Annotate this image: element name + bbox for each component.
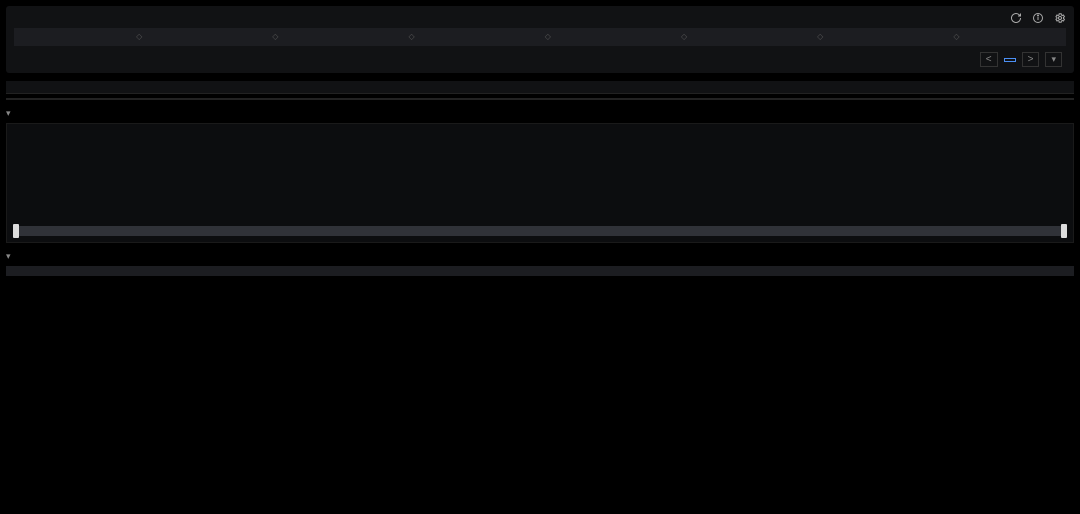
records-table: ◇ ◇ ◇ ◇ ◇ ◇ ◇ xyxy=(14,28,1066,46)
col-diag-id[interactable]: ◇ xyxy=(559,28,695,46)
timeline-range-slider[interactable] xyxy=(13,226,1067,236)
event-overview xyxy=(6,98,1074,100)
jitter-toggle[interactable]: ▾ xyxy=(6,251,1074,262)
info-icon[interactable] xyxy=(1032,12,1044,24)
records-panel: ◇ ◇ ◇ ◇ ◇ ◇ ◇ < > ▾ xyxy=(6,6,1074,73)
jcol-extern[interactable] xyxy=(583,266,1074,276)
pager-next[interactable]: > xyxy=(1022,52,1040,67)
col-threshold[interactable]: ◇ xyxy=(423,28,559,46)
col-updated-at[interactable]: ◇ xyxy=(14,28,150,46)
slider-handle-left[interactable] xyxy=(13,224,19,238)
jcol-current[interactable] xyxy=(337,266,454,276)
result-panel: ▾ ▾ xyxy=(6,81,1074,276)
jcol-cpu[interactable] xyxy=(294,266,337,276)
jcol-stamp[interactable] xyxy=(455,266,583,276)
timeline-chart xyxy=(6,123,1074,243)
chevron-down-icon: ▾ xyxy=(6,251,11,262)
slider-handle-right[interactable] xyxy=(1061,224,1067,238)
overview-label xyxy=(6,81,1074,94)
jitter-table xyxy=(6,266,1074,276)
chevron-down-icon: ▾ xyxy=(6,108,11,119)
col-action[interactable] xyxy=(968,28,1066,46)
col-created-at[interactable]: ◇ xyxy=(695,28,831,46)
col-timeout[interactable]: ◇ xyxy=(286,28,422,46)
timeline-toggle[interactable]: ▾ xyxy=(6,108,1074,119)
col-status[interactable]: ◇ xyxy=(831,28,967,46)
refresh-icon[interactable] xyxy=(1010,12,1022,24)
gear-icon[interactable] xyxy=(1054,12,1066,24)
pager-page[interactable] xyxy=(1004,58,1016,62)
jcol-latency[interactable] xyxy=(241,266,294,276)
jcol-date[interactable] xyxy=(6,266,145,276)
pager: < > ▾ xyxy=(14,46,1066,67)
jcol-class[interactable] xyxy=(145,266,241,276)
pager-size[interactable]: ▾ xyxy=(1045,52,1062,67)
pager-prev[interactable]: < xyxy=(980,52,998,67)
col-instance[interactable]: ◇ xyxy=(150,28,286,46)
